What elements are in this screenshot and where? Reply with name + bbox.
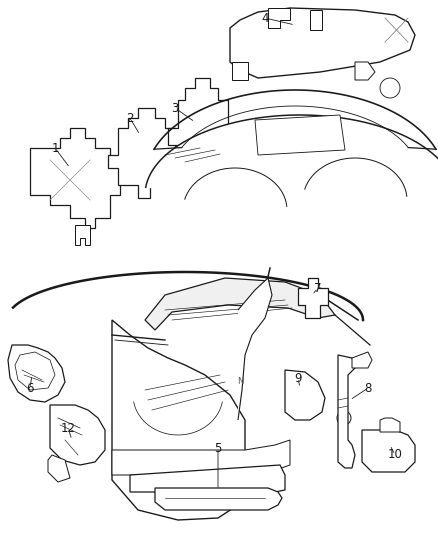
Text: 9: 9 bbox=[294, 372, 302, 384]
Text: 5: 5 bbox=[214, 441, 222, 455]
Polygon shape bbox=[15, 352, 55, 390]
Text: N: N bbox=[237, 377, 243, 386]
Polygon shape bbox=[145, 278, 335, 330]
Text: 1: 1 bbox=[51, 141, 59, 155]
Text: 8: 8 bbox=[364, 382, 372, 394]
Polygon shape bbox=[168, 78, 228, 178]
Polygon shape bbox=[230, 8, 415, 78]
Polygon shape bbox=[298, 278, 328, 318]
Text: 12: 12 bbox=[60, 422, 75, 434]
Polygon shape bbox=[362, 430, 415, 472]
Polygon shape bbox=[310, 10, 322, 30]
Polygon shape bbox=[232, 62, 248, 80]
Polygon shape bbox=[8, 345, 65, 402]
Polygon shape bbox=[108, 108, 175, 198]
Text: 6: 6 bbox=[26, 382, 34, 394]
Polygon shape bbox=[155, 488, 282, 510]
Polygon shape bbox=[30, 128, 120, 228]
Polygon shape bbox=[50, 405, 105, 465]
Text: 2: 2 bbox=[126, 111, 134, 125]
Polygon shape bbox=[112, 440, 290, 475]
Polygon shape bbox=[352, 352, 372, 368]
Polygon shape bbox=[112, 320, 245, 520]
Polygon shape bbox=[380, 418, 400, 432]
Polygon shape bbox=[355, 62, 375, 80]
Text: 3: 3 bbox=[171, 101, 179, 115]
Polygon shape bbox=[48, 455, 70, 482]
Polygon shape bbox=[130, 465, 285, 492]
Polygon shape bbox=[145, 115, 438, 192]
Polygon shape bbox=[238, 278, 272, 420]
Polygon shape bbox=[75, 225, 90, 245]
Polygon shape bbox=[255, 115, 345, 155]
Text: 10: 10 bbox=[388, 448, 403, 462]
Text: 7: 7 bbox=[314, 281, 322, 295]
Polygon shape bbox=[268, 8, 290, 28]
Polygon shape bbox=[338, 355, 355, 468]
Text: 4: 4 bbox=[261, 12, 269, 25]
Polygon shape bbox=[285, 370, 325, 420]
